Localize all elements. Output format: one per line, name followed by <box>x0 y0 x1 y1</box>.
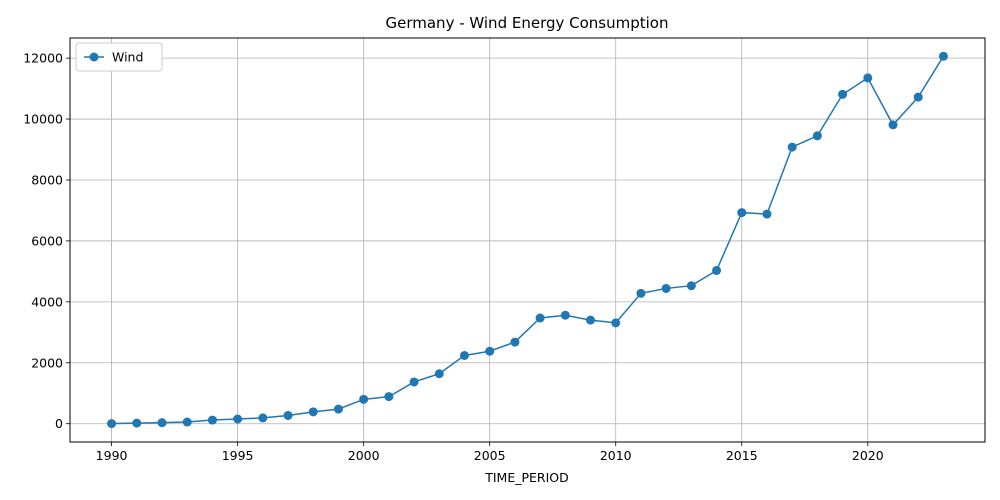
data-point-1995 <box>233 414 243 424</box>
x-tick-label: 2005 <box>474 448 506 463</box>
data-point-2020 <box>863 73 873 83</box>
chart-title: Germany - Wind Energy Consumption <box>386 14 669 32</box>
data-point-2006 <box>510 337 520 347</box>
data-point-2000 <box>359 394 369 404</box>
x-tick-label: 1990 <box>96 448 128 463</box>
y-tick-label: 4000 <box>31 294 63 309</box>
data-point-2023 <box>938 51 948 61</box>
data-point-1998 <box>308 407 318 417</box>
data-point-2016 <box>762 209 772 219</box>
data-point-2015 <box>737 208 747 218</box>
data-point-2008 <box>560 310 570 320</box>
y-tick-label: 8000 <box>31 172 63 187</box>
y-tick-label: 12000 <box>23 51 63 66</box>
legend-box <box>75 42 163 72</box>
data-point-1991 <box>132 418 142 428</box>
y-tick-label: 2000 <box>31 355 63 370</box>
data-point-2002 <box>409 377 419 387</box>
legend: Wind <box>75 42 163 72</box>
data-point-2003 <box>434 369 444 379</box>
x-axis-label: TIME_PERIOD <box>484 470 569 485</box>
data-point-2005 <box>485 346 495 356</box>
data-point-2021 <box>888 120 898 130</box>
data-point-1994 <box>207 415 217 425</box>
data-point-2017 <box>787 142 797 152</box>
data-point-2004 <box>459 350 469 360</box>
axis-ticks: 1990 1995 2000 2005 2010 2015 2020 0 2000 4000 600… <box>23 51 884 463</box>
data-point-2011 <box>636 288 646 298</box>
y-tick-label: 0 <box>55 416 63 431</box>
data-point-2012 <box>661 283 671 293</box>
data-point-2014 <box>712 265 722 275</box>
legend-marker-wind <box>89 52 99 62</box>
y-tick-label: 10000 <box>23 112 63 127</box>
plot-area-frame <box>69 37 986 443</box>
data-point-1990 <box>107 419 117 429</box>
data-point-2001 <box>384 392 394 402</box>
grid-lines <box>70 38 985 442</box>
data-point-2007 <box>535 313 545 323</box>
data-point-2022 <box>913 92 923 102</box>
data-point-2009 <box>586 315 596 325</box>
data-point-1996 <box>258 413 268 423</box>
y-tick-label: 6000 <box>31 233 63 248</box>
data-point-1997 <box>283 410 293 420</box>
data-point-2018 <box>812 131 822 141</box>
data-point-1999 <box>333 404 343 414</box>
data-point-2019 <box>838 89 848 99</box>
wind-series-points <box>107 51 948 429</box>
legend-label-wind: Wind <box>112 50 143 65</box>
x-tick-label: 2010 <box>600 448 632 463</box>
data-point-2010 <box>611 318 621 328</box>
x-tick-label: 2000 <box>348 448 380 463</box>
data-point-1992 <box>157 418 167 428</box>
data-point-2013 <box>686 281 696 291</box>
x-tick-label: 2020 <box>852 448 884 463</box>
x-tick-label: 1995 <box>222 448 254 463</box>
x-tick-label: 2015 <box>726 448 758 463</box>
wind-series-line <box>111 55 945 425</box>
data-point-1993 <box>182 417 192 427</box>
